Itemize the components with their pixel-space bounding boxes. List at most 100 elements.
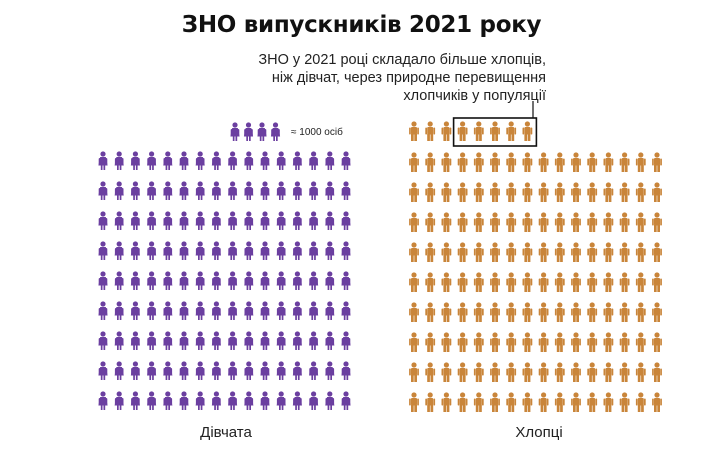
boy-icon — [554, 302, 565, 322]
boy-icon — [538, 212, 549, 232]
girl-icon — [195, 181, 205, 200]
girl-icon — [147, 241, 157, 260]
boy-icon — [473, 272, 484, 292]
boy-icon — [409, 212, 419, 232]
girl-icon — [260, 151, 270, 170]
boy-icon — [554, 242, 565, 262]
boy-icon — [571, 362, 581, 382]
girl-icon — [114, 361, 124, 380]
boy-icon — [506, 242, 517, 262]
girl-icon — [309, 271, 319, 290]
boy-icon — [652, 392, 662, 412]
boy-icon — [652, 152, 662, 172]
boy-icon — [571, 272, 581, 292]
girl-icon — [130, 271, 140, 290]
girl-icon — [309, 151, 319, 170]
girl-icon — [195, 331, 205, 350]
girl-icon — [341, 211, 351, 230]
girl-icon — [309, 301, 319, 320]
boy-icon — [425, 272, 436, 292]
girl-icon — [98, 151, 108, 170]
boy-icon — [619, 302, 630, 322]
boy-icon — [506, 152, 517, 172]
girl-icon — [341, 361, 351, 380]
girl-icon — [114, 271, 124, 290]
boy-icon — [571, 392, 581, 412]
girl-icon — [292, 241, 302, 260]
boy-icon — [522, 212, 533, 232]
girl-icon — [179, 331, 189, 350]
girl-icon — [325, 271, 335, 290]
boy-icon-extra — [409, 121, 419, 141]
girl-icon — [260, 211, 270, 230]
girl-icon — [147, 361, 157, 380]
boy-icon — [587, 242, 598, 262]
boy-icon — [619, 362, 630, 382]
boy-icon — [603, 362, 614, 382]
boy-icon — [603, 392, 614, 412]
boy-icon — [538, 242, 549, 262]
boy-icon-extra — [425, 121, 436, 141]
boy-icon — [425, 212, 436, 232]
girl-icon — [309, 331, 319, 350]
boy-icon — [522, 242, 533, 262]
girl-icon — [114, 181, 124, 200]
page-title: ЗНО випускників 2021 року — [181, 12, 542, 38]
boy-icon — [619, 212, 630, 232]
boy-icon — [635, 362, 646, 382]
girl-icon — [292, 271, 302, 290]
girl-icon — [195, 151, 205, 170]
boy-icon — [571, 212, 581, 232]
boy-icon-extra — [506, 121, 517, 141]
girl-icon — [260, 361, 270, 380]
girl-icon — [244, 181, 254, 200]
girl-icon — [211, 361, 221, 380]
girl-icon — [114, 211, 124, 230]
girl-icon — [98, 361, 108, 380]
boy-icon — [603, 332, 614, 352]
boy-icon — [425, 182, 436, 202]
girl-icon — [211, 331, 221, 350]
boy-icon — [554, 272, 565, 292]
boy-icon — [554, 182, 565, 202]
boy-icon — [652, 272, 662, 292]
boy-icon — [522, 302, 533, 322]
boy-icon — [441, 362, 452, 382]
girl-icon — [276, 241, 286, 260]
girl-icon — [228, 241, 238, 260]
girl-icon — [98, 271, 108, 290]
boy-icon-extra — [473, 121, 484, 141]
girl-icon — [292, 181, 302, 200]
legend-label: ≈ 1000 осіб — [291, 127, 343, 138]
girl-icon — [292, 151, 302, 170]
boy-icon — [457, 302, 468, 322]
boy-icon — [603, 212, 614, 232]
boy-icon — [473, 152, 484, 172]
girl-icon — [179, 361, 189, 380]
boy-icon — [652, 332, 662, 352]
boy-icon — [409, 272, 419, 292]
girl-icon — [147, 181, 157, 200]
girl-icon — [228, 361, 238, 380]
girl-icon — [114, 241, 124, 260]
boy-icon — [587, 212, 598, 232]
girl-icon — [179, 301, 189, 320]
boy-icon — [441, 272, 452, 292]
boy-icon — [587, 272, 598, 292]
girl-icon — [325, 151, 335, 170]
girl-icon — [179, 211, 189, 230]
boy-icon — [603, 302, 614, 322]
girl-icon — [163, 271, 173, 290]
boy-icon — [473, 212, 484, 232]
boy-icon — [652, 182, 662, 202]
girl-icon — [98, 181, 108, 200]
boy-icon — [457, 362, 468, 382]
boy-icon — [571, 182, 581, 202]
girl-icon — [130, 241, 140, 260]
girl-icon — [260, 181, 270, 200]
group-label-boys: Хлопці — [515, 424, 563, 441]
boy-icon — [425, 152, 436, 172]
girl-icon — [179, 271, 189, 290]
girl-icon — [147, 391, 157, 410]
boy-icon — [554, 362, 565, 382]
